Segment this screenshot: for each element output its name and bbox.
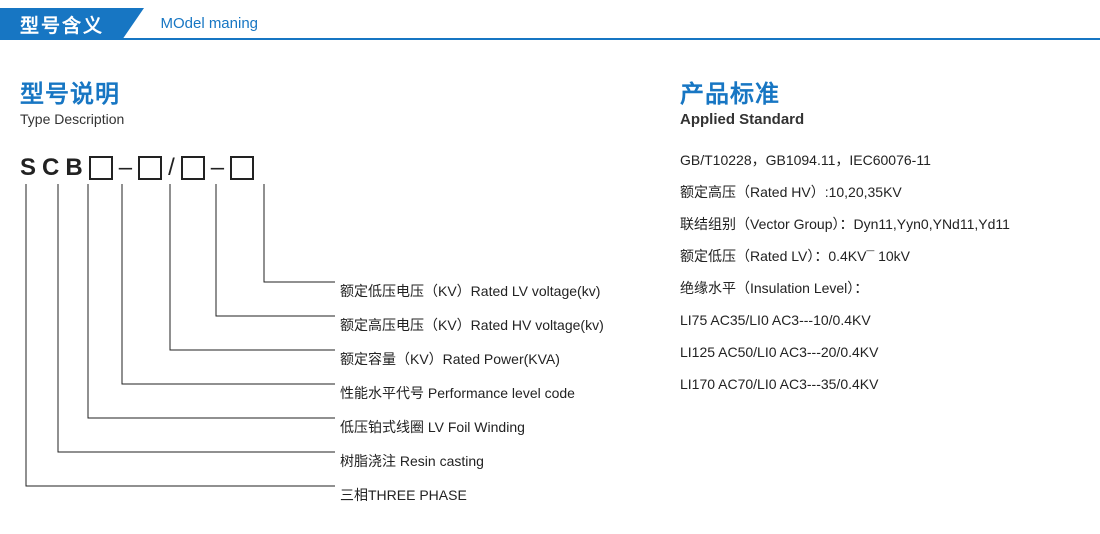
type-desc-title-en: Type Description <box>20 111 640 127</box>
content: 型号说明 Type Description S C B – / – <box>20 74 1080 508</box>
annotation-6: 三相THREE PHASE <box>340 478 604 512</box>
seg-dash2: – <box>211 154 224 182</box>
seg-dash1: – <box>119 154 132 182</box>
std-line-3: 额定低压（Rated LV）：0.4KV¯ 10kV <box>680 240 1100 272</box>
applied-std-title-cn: 产品标准 <box>680 74 1100 109</box>
seg-c: C <box>42 154 59 182</box>
applied-std-list: GB/T10228，GB1094.11，IEC60076-11 额定高压（Rat… <box>680 144 1100 400</box>
type-desc-title-cn: 型号说明 <box>20 74 640 109</box>
applied-std-title-en: Applied Standard <box>680 111 1100 128</box>
seg-slash: / <box>168 154 175 182</box>
annotation-4: 低压铂式线圈 LV Foil Winding <box>340 410 604 444</box>
std-line-0: GB/T10228，GB1094.11，IEC60076-11 <box>680 144 1100 176</box>
annotation-3: 性能水平代号 Performance level code <box>340 376 604 410</box>
type-description-section: 型号说明 Type Description S C B – / – <box>20 74 640 127</box>
annotation-2: 额定容量（KV）Rated Power(KVA) <box>340 342 604 376</box>
banner-title-cn: 型号含义 <box>0 8 122 40</box>
applied-standard-section: 产品标准 Applied Standard GB/T10228，GB1094.1… <box>680 74 1100 400</box>
seg-box3 <box>181 156 205 180</box>
std-line-1: 额定高压（Rated HV）:10,20,35KV <box>680 176 1100 208</box>
seg-s: S <box>20 154 36 182</box>
seg-box1 <box>89 156 113 180</box>
annotation-0: 额定低压电压（KV）Rated LV voltage(kv) <box>340 274 604 308</box>
seg-box4 <box>230 156 254 180</box>
std-line-5: LI75 AC35/LI0 AC3---10/0.4KV <box>680 304 1100 336</box>
std-line-6: LI125 AC50/LI0 AC3---20/0.4KV <box>680 336 1100 368</box>
banner-title-en: MOdel maning <box>160 8 258 40</box>
annotation-1: 额定高压电压（KV）Rated HV voltage(kv) <box>340 308 604 342</box>
banner: 型号含义 MOdel maning <box>0 8 1100 40</box>
std-line-7: LI170 AC70/LI0 AC3---35/0.4KV <box>680 368 1100 400</box>
model-code-row: S C B – / – <box>20 154 254 182</box>
std-line-2: 联结组别（Vector Group）：Dyn11,Yyn0,YNd11,Yd11 <box>680 208 1100 240</box>
annotation-labels: 额定低压电压（KV）Rated LV voltage(kv) 额定高压电压（KV… <box>340 274 604 512</box>
std-line-4: 绝缘水平（Insulation Level）： <box>680 272 1100 304</box>
annotation-5: 树脂浇注 Resin casting <box>340 444 604 478</box>
seg-box2 <box>138 156 162 180</box>
seg-b: B <box>65 154 82 182</box>
